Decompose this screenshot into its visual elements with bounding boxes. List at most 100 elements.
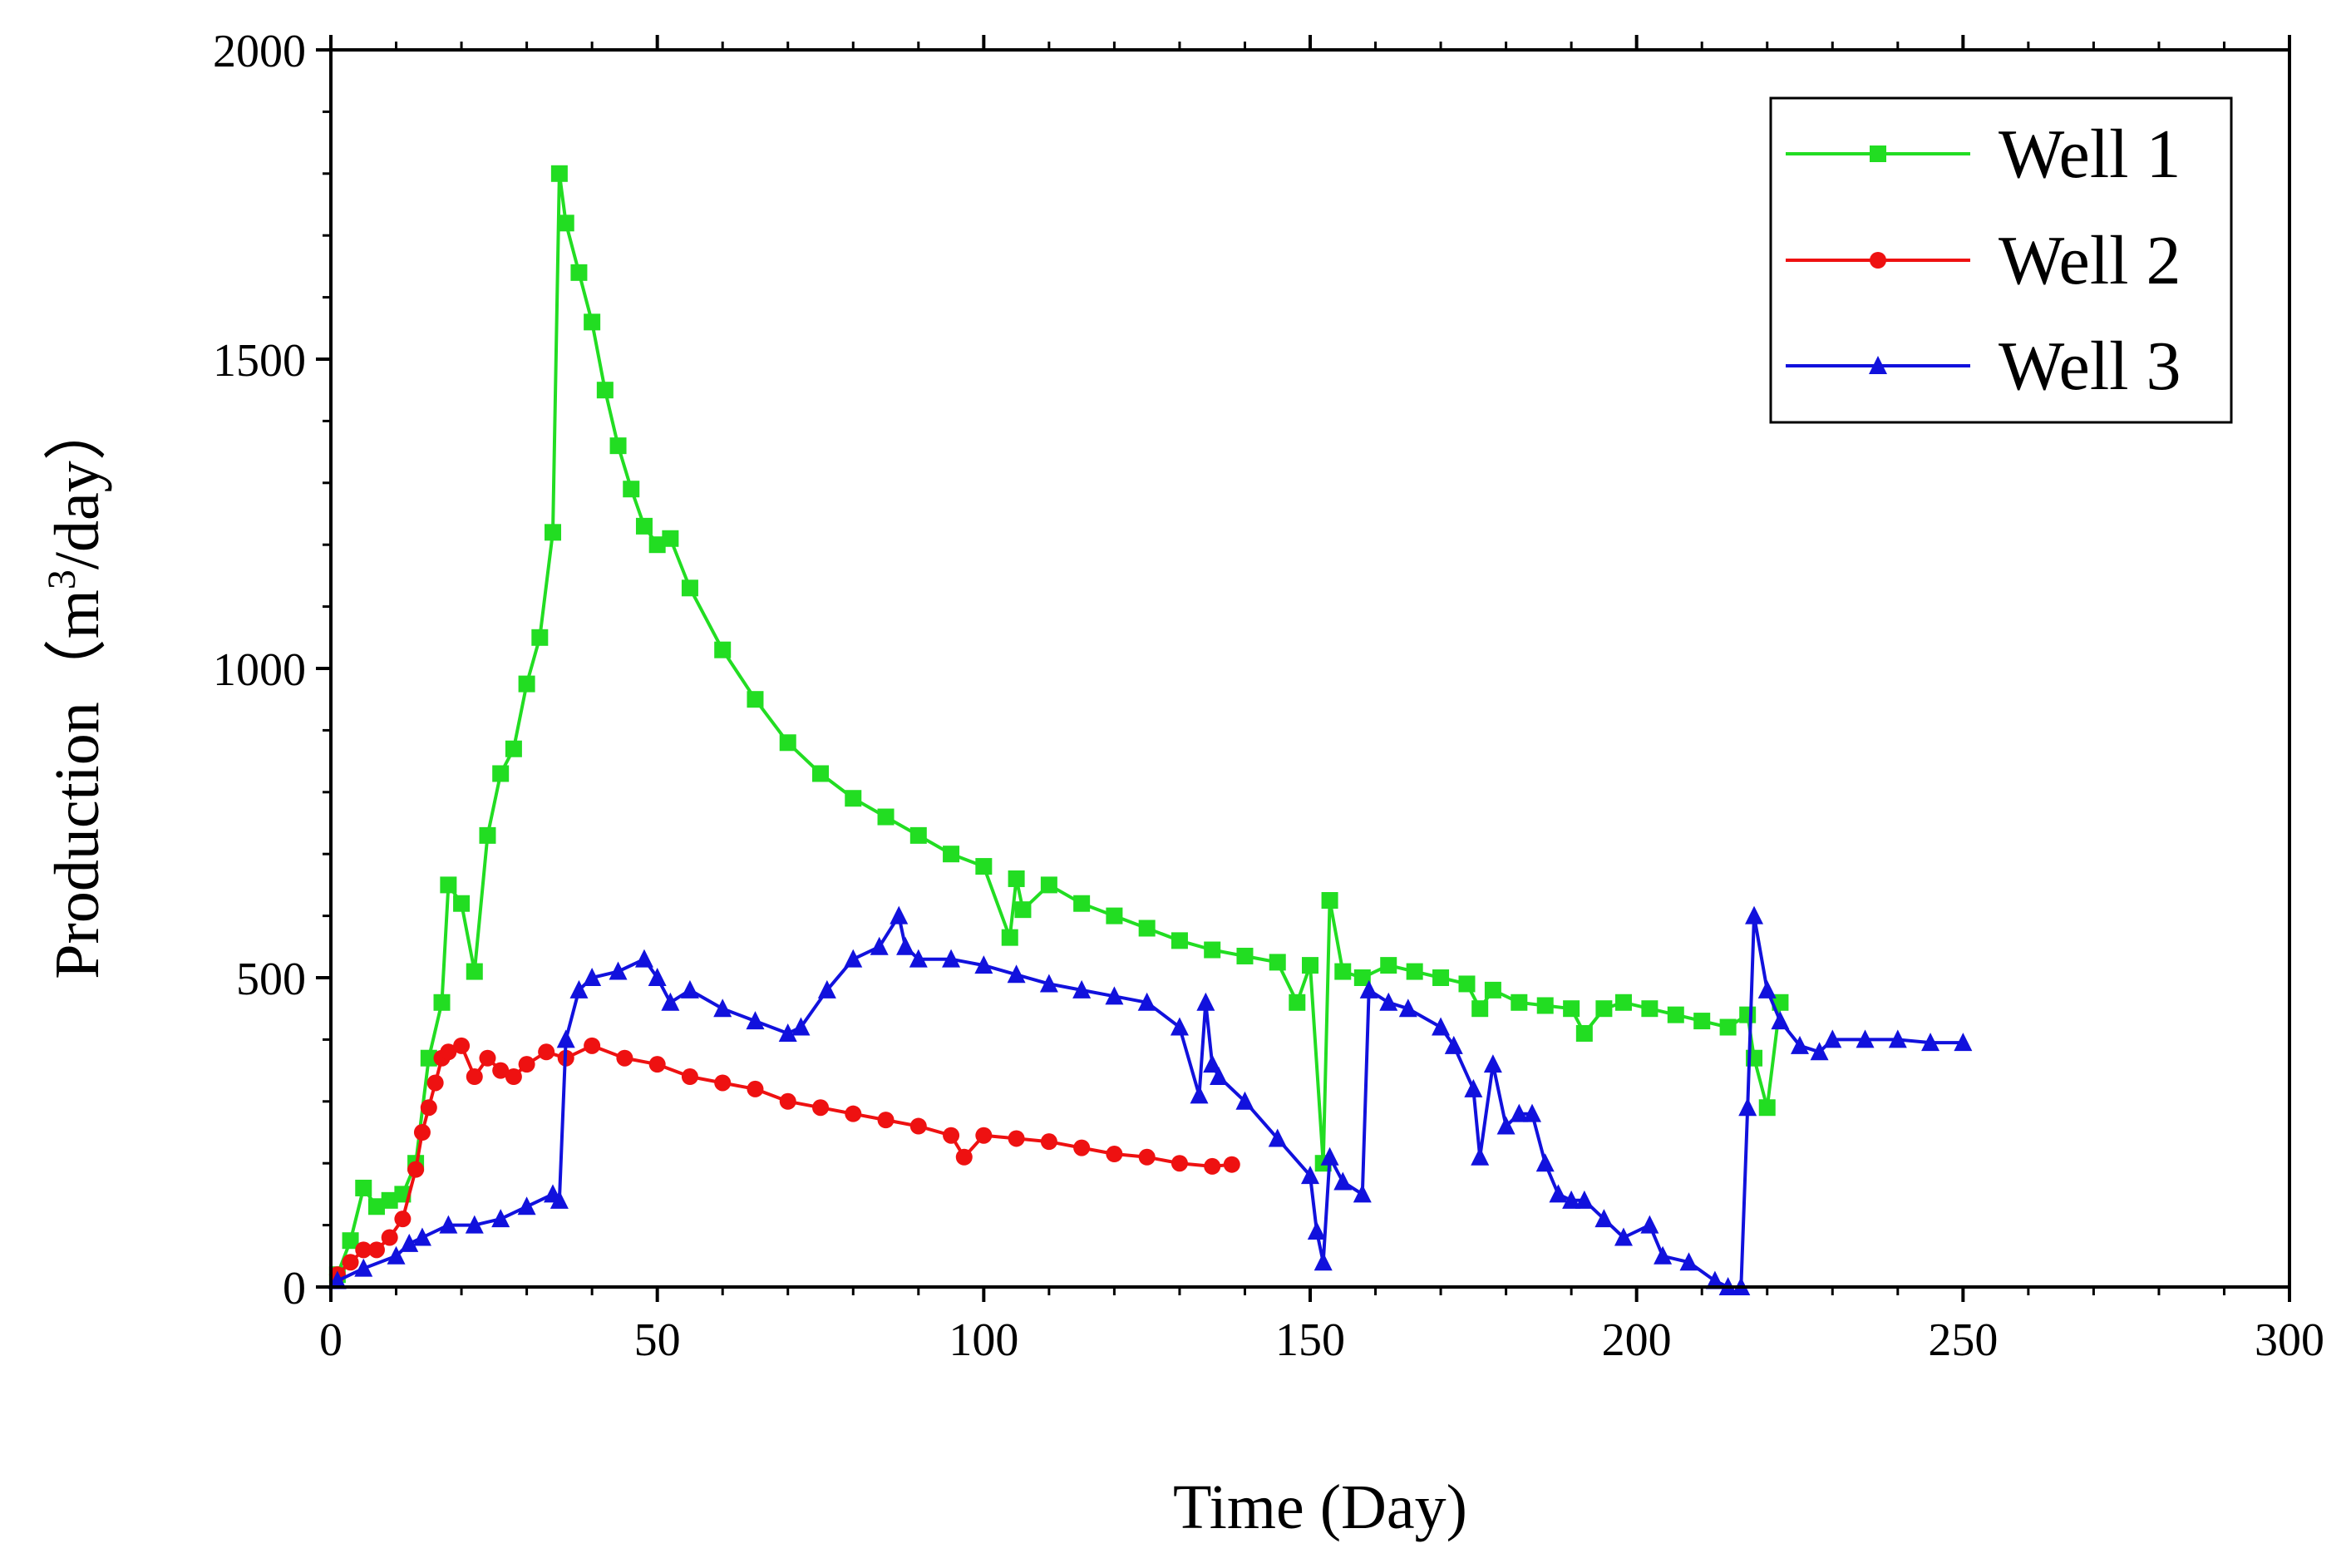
data-point (367, 1241, 385, 1259)
data-point (328, 1270, 347, 1289)
data-point (817, 979, 836, 998)
data-point (1641, 1000, 1659, 1018)
data-point (943, 846, 960, 863)
data-point (1138, 1148, 1156, 1166)
data-point (1444, 1035, 1463, 1054)
y-axis-title-suffix: /day） (42, 397, 112, 570)
x-tick-label: 150 (1275, 1314, 1345, 1366)
x-tick-label: 100 (949, 1314, 1018, 1366)
data-point (1575, 1024, 1593, 1042)
data-point (616, 1049, 633, 1067)
data-point (355, 1179, 372, 1196)
data-point (714, 641, 732, 658)
x-tick-label: 300 (2255, 1314, 2324, 1366)
x-tick-label: 200 (1602, 1314, 1672, 1366)
data-point (518, 675, 535, 693)
data-point (1511, 994, 1528, 1011)
data-point (1483, 1054, 1502, 1073)
data-point (440, 1043, 457, 1061)
data-point (1738, 1097, 1757, 1117)
data-point (1334, 963, 1352, 980)
x-axis-title: Time (Day) (1173, 1472, 1467, 1542)
data-point (779, 1092, 796, 1110)
series-3 (328, 905, 1973, 1295)
data-point (909, 949, 928, 968)
data-point (1073, 895, 1091, 912)
data-point (354, 1258, 373, 1277)
legend: Well 1 Well 2 Well 3 (1769, 96, 2233, 424)
data-point (1268, 1128, 1287, 1147)
data-point (1007, 964, 1026, 984)
legend-item-3: Well 3 (1786, 328, 2181, 405)
data-point (557, 214, 574, 232)
data-point (1170, 1017, 1189, 1036)
data-point (1667, 1006, 1684, 1023)
data-point (1289, 994, 1306, 1011)
data-point (1171, 1155, 1188, 1172)
data-point (466, 1068, 483, 1086)
data-point (1575, 1190, 1594, 1209)
legend-item-2: Well 2 (1786, 222, 2181, 299)
data-point (556, 1029, 575, 1048)
data-point (942, 949, 961, 968)
data-point (1496, 1116, 1516, 1135)
data-point (1040, 1133, 1057, 1151)
legend-label: Well 3 (1999, 328, 2181, 405)
data-point (479, 1049, 496, 1067)
data-point (545, 524, 562, 541)
data-point (635, 517, 653, 535)
data-point (909, 1117, 927, 1135)
data-point (1001, 929, 1018, 946)
data-point (1693, 1013, 1711, 1030)
y-tick-label: 1000 (213, 644, 306, 696)
data-point (1888, 1029, 1907, 1048)
data-point (1464, 1078, 1483, 1097)
data-point (584, 1037, 601, 1054)
data-point (1008, 1130, 1025, 1147)
data-point (1719, 1018, 1737, 1036)
legend-label: Well 2 (1999, 222, 2181, 299)
data-point (1594, 1209, 1614, 1228)
data-point (1190, 1085, 1209, 1104)
data-point (1921, 1033, 1940, 1052)
data-point (479, 826, 496, 844)
data-point (974, 955, 993, 974)
data-point (1301, 1166, 1319, 1185)
data-point (1536, 997, 1554, 1014)
data-point (747, 1080, 764, 1097)
y-tick-label: 0 (283, 1263, 306, 1314)
data-point (1040, 876, 1057, 894)
data-point (1196, 992, 1215, 1011)
legend-marker (1870, 252, 1886, 269)
data-point (1614, 1227, 1633, 1246)
data-point (1705, 1270, 1724, 1289)
data-point (791, 1017, 811, 1036)
data-point (662, 530, 679, 547)
data-point (1359, 979, 1378, 998)
data-point (465, 1215, 484, 1234)
data-point (1595, 1000, 1613, 1018)
data-point (648, 1056, 666, 1073)
data-point (890, 905, 909, 925)
data-point (844, 949, 863, 968)
data-point (623, 481, 640, 498)
x-tick-label: 250 (1928, 1314, 1998, 1366)
data-point (1745, 905, 1764, 925)
data-point (531, 629, 549, 646)
data-point (492, 765, 510, 782)
data-point (909, 826, 927, 844)
data-point (1398, 998, 1417, 1018)
y-axis-title: Production（m3/day） (40, 397, 112, 979)
data-point (426, 1074, 444, 1092)
data-point (1614, 994, 1632, 1011)
data-point (812, 765, 829, 782)
data-point (569, 979, 589, 998)
data-point (1791, 1035, 1809, 1054)
data-point (648, 536, 666, 554)
data-point (420, 1099, 437, 1117)
data-point (1223, 1156, 1240, 1173)
data-point (1823, 1029, 1842, 1048)
data-point (584, 313, 601, 331)
data-point (746, 1011, 765, 1030)
